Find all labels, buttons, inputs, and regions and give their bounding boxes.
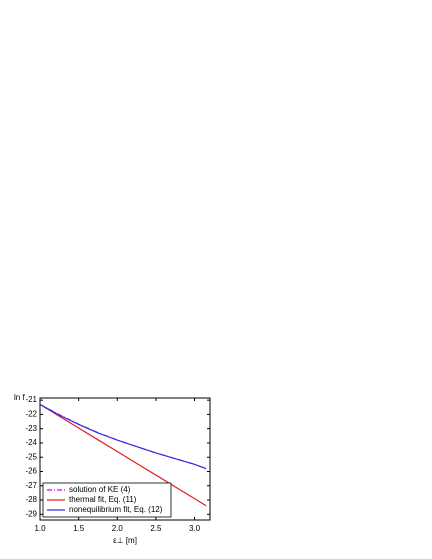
x-tick-label: 2.5: [150, 524, 162, 533]
legend-label: solution of KE (4): [69, 485, 131, 494]
series-line: [39, 403, 207, 470]
y-tick-label: -23: [25, 424, 37, 433]
y-tick-label: -21: [25, 395, 37, 404]
y-axis-label: ln f: [14, 393, 25, 402]
y-tick-label: -26: [25, 467, 37, 476]
y-tick-label: -28: [25, 495, 37, 504]
series-line: [39, 403, 207, 470]
y-tick-label: -25: [25, 452, 37, 461]
plot-frame: [39, 397, 211, 521]
y-tick-label: -22: [25, 410, 37, 419]
y-tick-label: -27: [25, 481, 37, 490]
series-line: [39, 403, 207, 507]
x-tick-label: 3.0: [189, 524, 201, 533]
x-tick-label: 1.0: [34, 524, 46, 533]
x-axis-label: ε⊥ [m]: [113, 536, 137, 545]
x-tick-label: 1.5: [73, 524, 85, 533]
x-tick-label: 2.0: [112, 524, 124, 533]
legend-label: thermal fit, Eq. (11): [69, 495, 137, 504]
y-tick-label: -24: [25, 438, 37, 447]
legend-label: nonequilibrium fit, Eq. (12): [69, 505, 163, 514]
y-tick-label: -29: [25, 509, 37, 518]
